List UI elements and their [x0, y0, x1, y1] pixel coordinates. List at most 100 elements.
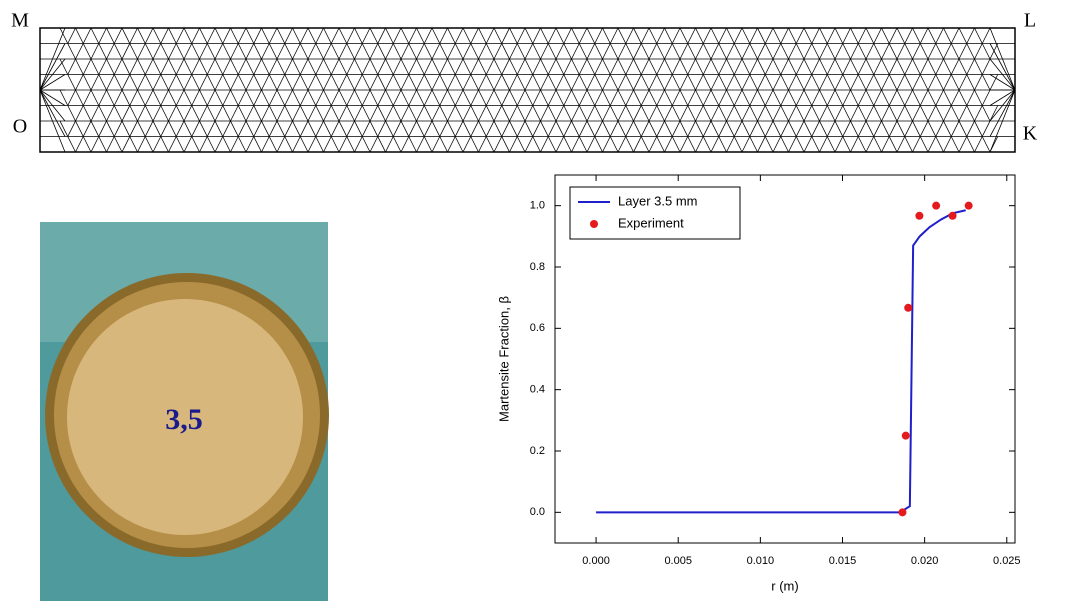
- mesh-edge: [827, 75, 835, 91]
- mesh-edge: [928, 90, 936, 106]
- mesh-edge: [308, 28, 316, 44]
- mesh-edge: [331, 106, 339, 122]
- mesh-edge: [703, 90, 711, 106]
- mesh-edge: [579, 106, 587, 122]
- mesh-edge: [161, 59, 169, 75]
- mesh-edge: [153, 44, 161, 60]
- mesh-edge: [91, 137, 99, 153]
- mesh-edge: [417, 28, 425, 44]
- mesh-edge: [339, 59, 347, 75]
- mesh-edge: [525, 28, 533, 44]
- mesh-edge: [386, 44, 394, 60]
- mesh-edge: [711, 75, 719, 91]
- x-tick-label: 0.015: [829, 555, 857, 567]
- mesh-edge: [409, 106, 417, 122]
- mesh-edge: [773, 59, 781, 75]
- mesh-edge: [533, 59, 541, 75]
- mesh-edge: [851, 44, 859, 60]
- mesh-edge: [765, 137, 773, 153]
- mesh-edge: [355, 28, 363, 44]
- mesh-edge: [758, 75, 766, 91]
- mesh-edge: [672, 44, 680, 60]
- mesh-edge: [308, 44, 316, 60]
- mesh-edge: [889, 90, 897, 106]
- mesh-edge: [796, 28, 804, 44]
- mesh-edge: [83, 28, 91, 44]
- mesh-edge: [107, 106, 115, 122]
- mesh-edge: [130, 90, 138, 106]
- mesh-edge: [750, 106, 758, 122]
- mesh-edge: [711, 28, 719, 44]
- mesh-edge: [905, 121, 913, 137]
- mesh-edge: [339, 121, 347, 137]
- mesh-edge: [91, 59, 99, 75]
- mesh-edge: [169, 44, 177, 60]
- mesh-edge: [688, 90, 696, 106]
- mesh-edge: [827, 90, 835, 106]
- mesh-edge: [905, 137, 913, 153]
- mesh-edge: [711, 121, 719, 137]
- data-point: [915, 212, 923, 220]
- mesh-edge: [285, 90, 293, 106]
- mesh-edge: [727, 44, 735, 60]
- mesh-edge: [308, 59, 316, 75]
- mesh-edge: [424, 137, 432, 153]
- mesh-edge: [432, 59, 440, 75]
- mesh-edge: [471, 75, 479, 91]
- mesh-edge: [595, 44, 603, 60]
- mesh-edge: [448, 137, 456, 153]
- mesh-edge: [138, 90, 146, 106]
- mesh-edge: [176, 28, 184, 44]
- mesh-edge: [510, 90, 518, 106]
- data-point: [902, 432, 910, 440]
- mesh-edge: [246, 121, 254, 137]
- mesh-edge: [207, 44, 215, 60]
- mesh-edge: [649, 106, 657, 122]
- mesh-edge: [76, 106, 84, 122]
- mesh-edge: [362, 121, 370, 137]
- mesh-edge: [882, 44, 890, 60]
- mesh-edge: [502, 121, 510, 137]
- mesh-edge: [455, 106, 463, 122]
- mesh-edge: [215, 121, 223, 137]
- mesh-edge: [634, 28, 642, 44]
- mesh-edge: [362, 90, 370, 106]
- mesh-edge: [835, 44, 843, 60]
- mesh-edge: [703, 44, 711, 60]
- mesh-edge: [789, 106, 797, 122]
- mesh-edge: [765, 59, 773, 75]
- mesh-edge: [285, 28, 293, 44]
- mesh-edge: [781, 44, 789, 60]
- mesh-edge: [796, 44, 804, 60]
- mesh-edge: [417, 59, 425, 75]
- mesh-edge: [959, 90, 967, 106]
- mesh-edge: [479, 59, 487, 75]
- mesh-edge: [510, 121, 518, 137]
- mesh-edge: [223, 59, 231, 75]
- mesh-edge: [641, 121, 649, 137]
- mesh-edge: [285, 44, 293, 60]
- mesh-edge: [897, 106, 905, 122]
- mesh-edge: [362, 106, 370, 122]
- mesh-edge: [781, 121, 789, 137]
- mesh-edge: [696, 75, 704, 91]
- mesh-edge: [207, 121, 215, 137]
- mesh-edge: [610, 44, 618, 60]
- mesh-edge: [843, 44, 851, 60]
- mesh-edge: [417, 106, 425, 122]
- mesh-edge: [285, 121, 293, 137]
- mesh-edge: [548, 44, 556, 60]
- mesh-edge: [262, 59, 270, 75]
- data-point: [949, 212, 957, 220]
- mesh-edge: [742, 59, 750, 75]
- mesh-edge: [254, 90, 262, 106]
- mesh-edge: [626, 137, 634, 153]
- mesh-edge: [951, 28, 959, 44]
- mesh-edge: [928, 28, 936, 44]
- mesh-edge: [362, 44, 370, 60]
- mesh-edge: [587, 90, 595, 106]
- mesh-edge: [293, 106, 301, 122]
- mesh-edge: [719, 59, 727, 75]
- mesh-edge: [192, 28, 200, 44]
- mesh-edge: [517, 44, 525, 60]
